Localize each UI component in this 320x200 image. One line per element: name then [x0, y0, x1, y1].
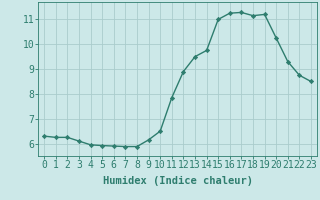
X-axis label: Humidex (Indice chaleur): Humidex (Indice chaleur) — [103, 176, 252, 186]
